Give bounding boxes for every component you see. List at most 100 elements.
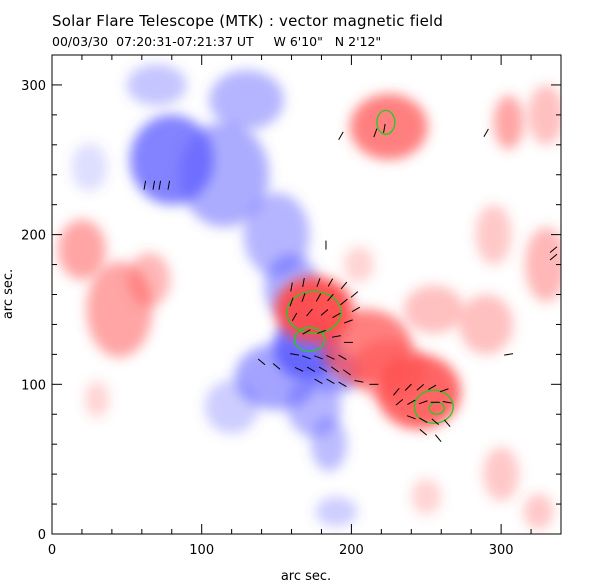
chart-title: Solar Flare Telescope (MTK) : vector mag… bbox=[52, 12, 444, 30]
field-vector bbox=[294, 366, 304, 372]
positive-polarity-region bbox=[349, 93, 428, 160]
field-vector bbox=[316, 278, 321, 287]
negative-polarity-region bbox=[179, 122, 270, 228]
field-vector bbox=[290, 353, 300, 356]
field-vector bbox=[340, 298, 348, 306]
field-contour bbox=[293, 326, 326, 353]
positive-polarity-region bbox=[351, 339, 427, 400]
positive-polarity-region bbox=[493, 95, 524, 150]
x-axis-label: arc sec. bbox=[281, 569, 331, 584]
field-vector bbox=[291, 312, 298, 322]
positive-polarity-region bbox=[84, 381, 109, 418]
y-axis-label: arc sec. bbox=[1, 269, 16, 319]
field-vector bbox=[395, 398, 404, 406]
field-vector bbox=[418, 400, 428, 405]
chart-subtitle: 00/03/30 07:20:31-07:21:37 UT W 6'10" N … bbox=[52, 34, 382, 49]
field-vector bbox=[152, 180, 156, 190]
positive-polarity-region bbox=[128, 252, 171, 307]
field-vector bbox=[167, 180, 171, 190]
field-vector bbox=[302, 278, 305, 288]
negative-polarity-region bbox=[204, 379, 259, 434]
field-vector bbox=[318, 366, 328, 373]
field-vector bbox=[326, 378, 335, 385]
field-contour bbox=[286, 290, 342, 335]
field-contour bbox=[413, 389, 454, 424]
positive-polarity-region bbox=[459, 294, 514, 355]
field-vector bbox=[350, 291, 359, 298]
field-vector bbox=[306, 366, 316, 373]
positive-polarity-region bbox=[528, 84, 561, 145]
positive-polarity-region bbox=[483, 447, 520, 502]
field-vector bbox=[302, 329, 311, 335]
field-vector bbox=[442, 401, 452, 404]
positive-polarity-region bbox=[523, 493, 554, 530]
positive-polarity-region bbox=[475, 204, 512, 265]
negative-polarity-region bbox=[71, 143, 108, 192]
field-vector bbox=[419, 417, 428, 423]
negative-polarity-region bbox=[209, 69, 285, 130]
field-vector bbox=[301, 293, 306, 302]
field-vector bbox=[326, 355, 335, 360]
field-vector bbox=[331, 335, 341, 338]
positive-polarity-region bbox=[403, 285, 464, 334]
x-tick-label: 100 bbox=[189, 543, 214, 558]
x-tick-label: 300 bbox=[489, 543, 514, 558]
positive-polarity-region bbox=[525, 227, 561, 302]
field-vector bbox=[158, 180, 162, 190]
field-vector bbox=[338, 354, 347, 361]
field-vector bbox=[416, 384, 425, 391]
field-vector bbox=[404, 383, 412, 391]
field-vector bbox=[549, 253, 558, 261]
field-vector bbox=[354, 380, 364, 383]
field-vector bbox=[549, 246, 558, 253]
field-vector bbox=[351, 306, 361, 313]
field-vector bbox=[419, 428, 428, 436]
field-vector bbox=[344, 319, 353, 324]
y-tick-label: 0 bbox=[38, 528, 46, 543]
field-vector bbox=[407, 399, 416, 405]
positive-polarity-region bbox=[343, 246, 374, 283]
field-vector bbox=[428, 384, 437, 390]
field-vector bbox=[327, 293, 334, 302]
field-vector bbox=[434, 434, 442, 442]
negative-polarity-region bbox=[315, 496, 358, 527]
x-tick-label: 200 bbox=[339, 543, 364, 558]
field-vector bbox=[143, 180, 147, 190]
field-vector bbox=[439, 388, 449, 393]
field-vector bbox=[431, 418, 440, 426]
negative-polarity-region bbox=[310, 417, 347, 472]
field-vector bbox=[443, 419, 451, 427]
y-tick-label: 300 bbox=[21, 79, 46, 94]
field-vector bbox=[317, 329, 326, 334]
field-vector bbox=[330, 366, 339, 373]
positive-polarity-region bbox=[57, 219, 106, 280]
field-vector bbox=[483, 128, 489, 137]
negative-polarity-region bbox=[126, 63, 187, 106]
field-vector bbox=[306, 308, 313, 317]
field-vector bbox=[332, 312, 341, 319]
field-vector bbox=[289, 297, 294, 307]
field-vector bbox=[272, 363, 281, 370]
field-vector bbox=[504, 353, 514, 356]
field-vector bbox=[314, 355, 323, 360]
field-vector bbox=[314, 378, 323, 385]
x-tick-label: 0 bbox=[48, 543, 56, 558]
field-vector bbox=[302, 355, 311, 360]
field-vector bbox=[315, 293, 322, 302]
field-vector bbox=[340, 281, 348, 290]
field-vector bbox=[393, 388, 400, 396]
y-tick-label: 200 bbox=[21, 229, 46, 244]
y-tick-label: 100 bbox=[21, 378, 46, 393]
field-vector bbox=[290, 282, 293, 292]
field-vector bbox=[338, 131, 344, 140]
field-vector bbox=[327, 278, 334, 287]
field-vector bbox=[406, 415, 416, 420]
field-vector bbox=[338, 381, 347, 387]
field-vector bbox=[373, 128, 378, 138]
field-vector bbox=[342, 369, 351, 376]
field-vector bbox=[383, 123, 386, 133]
field-vector bbox=[257, 358, 266, 366]
field-contour bbox=[376, 109, 396, 135]
positive-polarity-region bbox=[411, 478, 442, 515]
